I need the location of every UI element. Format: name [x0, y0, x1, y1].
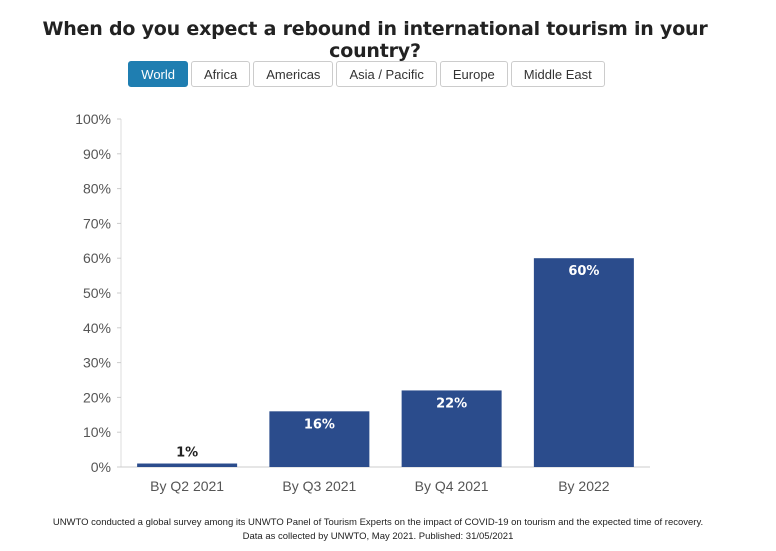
- x-tick-label: By Q4 2021: [415, 478, 489, 494]
- y-tick-label: 100%: [75, 111, 111, 127]
- bar-data-label: 1%: [176, 446, 198, 461]
- chart-footer: UNWTO conducted a global survey among it…: [0, 516, 756, 544]
- y-tick-label: 60%: [83, 250, 111, 266]
- y-tick-label: 90%: [83, 146, 111, 162]
- x-tick-label: By 2022: [558, 478, 610, 494]
- tab-africa[interactable]: Africa: [191, 61, 251, 87]
- tab-asia-pacific[interactable]: Asia / Pacific: [336, 61, 437, 87]
- y-tick-label: 50%: [83, 285, 111, 301]
- y-tick-label: 70%: [83, 215, 111, 231]
- tab-americas[interactable]: Americas: [253, 61, 334, 87]
- y-tick-label: 20%: [83, 389, 111, 405]
- region-tabs: World Africa Americas Asia / Pacific Eur…: [0, 61, 776, 87]
- bar-data-label: 22%: [436, 396, 467, 411]
- tab-world[interactable]: World: [128, 61, 189, 87]
- y-tick-label: 40%: [83, 320, 111, 336]
- y-tick-label: 10%: [83, 424, 111, 440]
- bar: [401, 390, 502, 467]
- x-tick-label: By Q3 2021: [282, 478, 356, 494]
- bar-data-label: 16%: [304, 417, 335, 432]
- tab-europe[interactable]: Europe: [439, 61, 508, 87]
- x-tick-label: By Q2 2021: [150, 478, 224, 494]
- bar: [533, 258, 634, 467]
- tab-middle-east[interactable]: Middle East: [510, 61, 605, 87]
- bar-data-label: 60%: [568, 264, 599, 279]
- footer-source: Data as collected by UNWTO, May 2021. Pu…: [242, 531, 514, 542]
- y-tick-label: 0%: [91, 459, 111, 475]
- chart-title: When do you expect a rebound in internat…: [42, 18, 708, 62]
- bar-chart: 0% 10% 20% 30% 40% 50% 60% 70% 80% 90% 100% 1% By Q2…: [75, 111, 650, 494]
- y-tick-label: 30%: [83, 355, 111, 371]
- y-tick-label: 80%: [83, 181, 111, 197]
- bar: [269, 411, 370, 467]
- footer-note: UNWTO conducted a global survey among it…: [52, 517, 704, 528]
- bar: [137, 463, 238, 467]
